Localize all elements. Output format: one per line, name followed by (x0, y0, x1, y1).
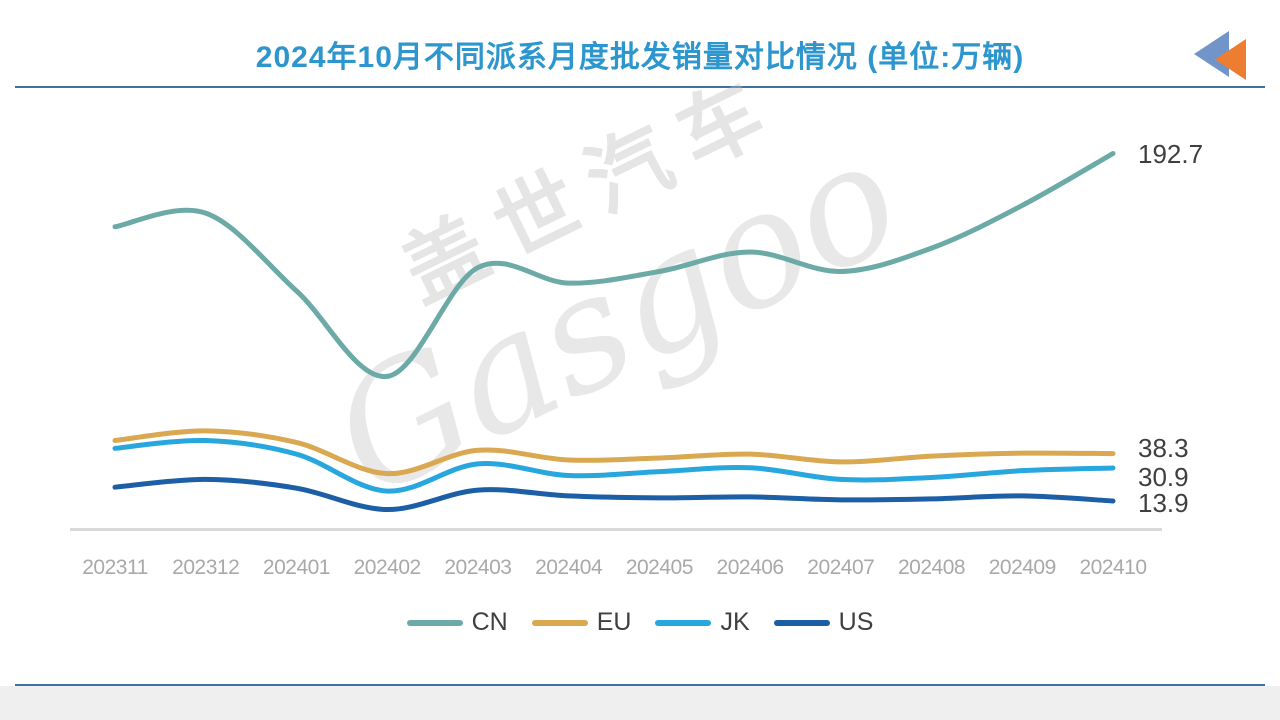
x-axis-label: 202405 (625, 556, 694, 579)
x-axis-label: 202409 (988, 556, 1057, 579)
gasgoo-watermark: 盖世汽车 Gasgoo (234, 0, 945, 534)
legend-label-eu: EU (596, 608, 632, 636)
series-line-jk (112, 437, 1116, 494)
legend-item-eu: EU (531, 608, 632, 637)
legend-label-us: US (838, 608, 874, 636)
gasgoo-logo-icon (1194, 31, 1246, 80)
header-rule (15, 86, 1265, 88)
legend-item-us: US (773, 608, 874, 637)
page-title: 2024年10月不同派系月度批发销量对比情况 (单位:万辆) (255, 41, 1025, 74)
x-axis-label: 202403 (444, 556, 512, 579)
legend-swatch-jk (655, 619, 712, 626)
x-axis-label: 202406 (716, 556, 785, 579)
legend-label-jk: JK (720, 608, 750, 636)
x-axis-label: 202410 (1079, 556, 1147, 579)
legend-swatch-cn (406, 619, 463, 626)
legend-swatch-us (773, 619, 830, 626)
legend-item-cn: CN (406, 608, 508, 637)
series-line-us (112, 476, 1116, 513)
legend-swatch-eu (531, 619, 588, 626)
x-axis-label: 202402 (353, 556, 422, 579)
x-axis-label: 202408 (897, 556, 966, 579)
x-axis-label: 202404 (535, 556, 603, 579)
legend-label-cn: CN (471, 608, 508, 636)
x-axis-label: 202312 (172, 556, 240, 579)
end-label-us: 13.9 (1138, 487, 1189, 518)
series-line-cn (112, 151, 1116, 379)
x-axis-label: 202401 (262, 556, 331, 579)
chart-legend: CN EU JK US (0, 608, 1280, 637)
footer-bar: 资料来源:中汽协;盖世汽车研究院预测数据库;盖世汽车研究院分析 (0, 686, 1280, 720)
footer-rule (15, 684, 1265, 686)
end-label-jk: 30.9 (1138, 461, 1189, 492)
x-axis-label: 202407 (807, 556, 875, 579)
watermark-text-en: Gasgoo (305, 101, 927, 534)
end-label-eu: 38.3 (1138, 432, 1189, 463)
legend-item-jk: JK (655, 608, 750, 637)
end-label-cn: 192.7 (1138, 138, 1204, 169)
series-line-eu (112, 428, 1116, 477)
x-axis-label: 202311 (82, 556, 148, 579)
